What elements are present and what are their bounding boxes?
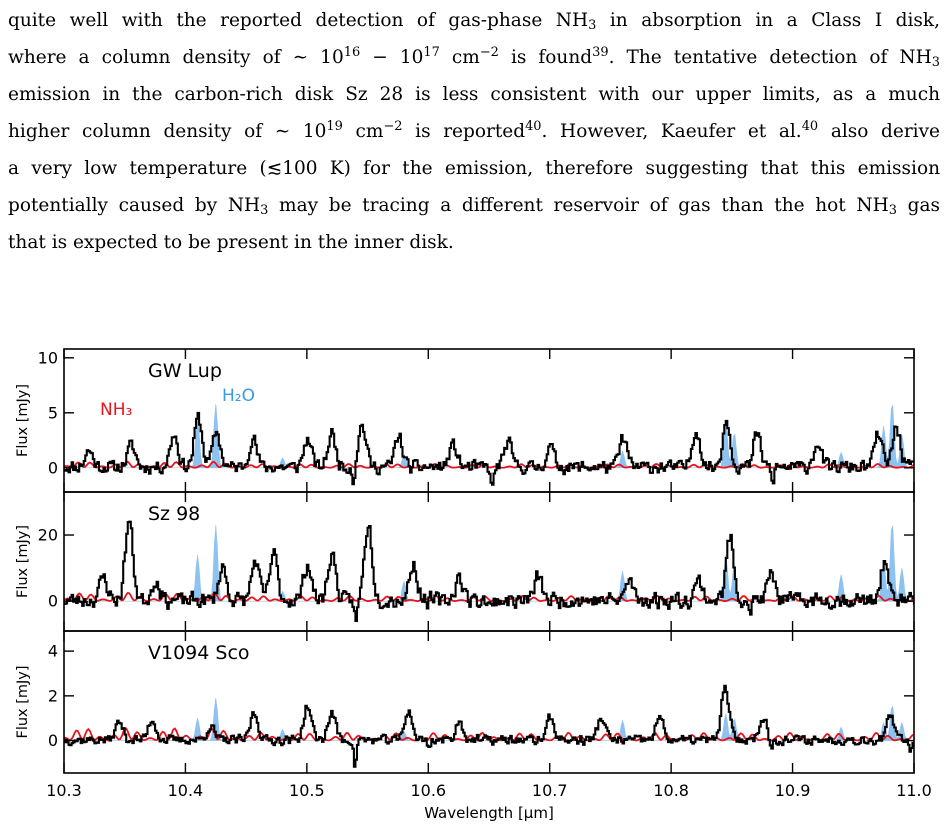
h2o-model-2 [64,698,914,741]
text-line-4: higher column density of ∼ 1019 cm−2 is … [8,118,940,142]
xtick-label-10.3: 10.3 [46,781,82,800]
panel-1-plot [64,520,914,622]
xlabel: Wavelength [μm] [424,804,554,822]
ytick-label-1-0: 0 [48,592,58,611]
observed-spectrum-1 [64,520,914,622]
ytick-label-2-4: 4 [48,642,58,661]
panel-name-1: Sz 98 [148,503,200,525]
ylabel-1: Flux [mJy] [15,525,31,598]
ytick-label-1-20: 20 [38,526,58,545]
citation-40: 40 [525,118,542,134]
panel-name-0: GW Lup [148,360,222,382]
panel-frame-2 [63,630,915,774]
paragraph: quite well with the reported detection o… [8,2,940,261]
panel-0-plot [64,403,914,486]
spectra-chart: 0 5 10 Flux [mJy] GW Lup 0 20 Flux [mJy] Sz 98 0 2… [15,348,932,822]
xtick-label-11.0: 11.0 [896,781,932,800]
panel-2-plot [64,684,914,768]
text-line-6: potentially caused by NH3 may be tracing… [8,195,940,219]
xtick-label-10.7: 10.7 [532,781,568,800]
xtick-label-10.5: 10.5 [289,781,325,800]
h2o-model-1 [64,525,914,602]
xtick-label-10.8: 10.8 [653,781,689,800]
citation-40b: 40 [801,118,819,134]
ytick-label-0-10: 10 [38,348,58,367]
legend-h2o: H₂O [222,386,255,406]
ylabel-2: Flux [mJy] [15,665,31,738]
nh3-model-0 [64,460,914,469]
body-text: quite well with the reported detection o… [8,2,940,261]
observed-spectrum-0 [64,411,914,486]
text-line-5: a very low temperature (≲100 K) for the … [8,158,940,179]
ytick-label-0-5: 5 [48,403,58,422]
text-line-2: where a column density of ∼ 1016 − 1017 … [8,44,940,71]
ytick-label-2-0: 0 [48,731,58,750]
xtick-label-10.4: 10.4 [168,781,204,800]
xtick-label-10.9: 10.9 [775,781,811,800]
spectra-figure: 0 5 10 Flux [mJy] GW Lup 0 20 Flux [mJy] Sz 98 0 2… [0,344,948,826]
ytick-label-2-2: 2 [48,686,58,705]
text-line-1: quite well with the reported detection o… [8,10,940,34]
text-line-7: that is expected to be present in the in… [8,232,454,253]
ytick-label-0-0: 0 [48,458,58,477]
text-line-3: emission in the carbon-rich disk Sz 28 i… [8,84,940,105]
xtick-label-10.6: 10.6 [410,781,446,800]
citation-39: 39 [592,44,609,60]
panel-name-2: V1094 Sco [148,642,250,664]
ylabel-0: Flux [mJy] [15,384,31,457]
legend-nh3: NH₃ [100,400,132,420]
observed-spectrum-2 [64,684,914,768]
